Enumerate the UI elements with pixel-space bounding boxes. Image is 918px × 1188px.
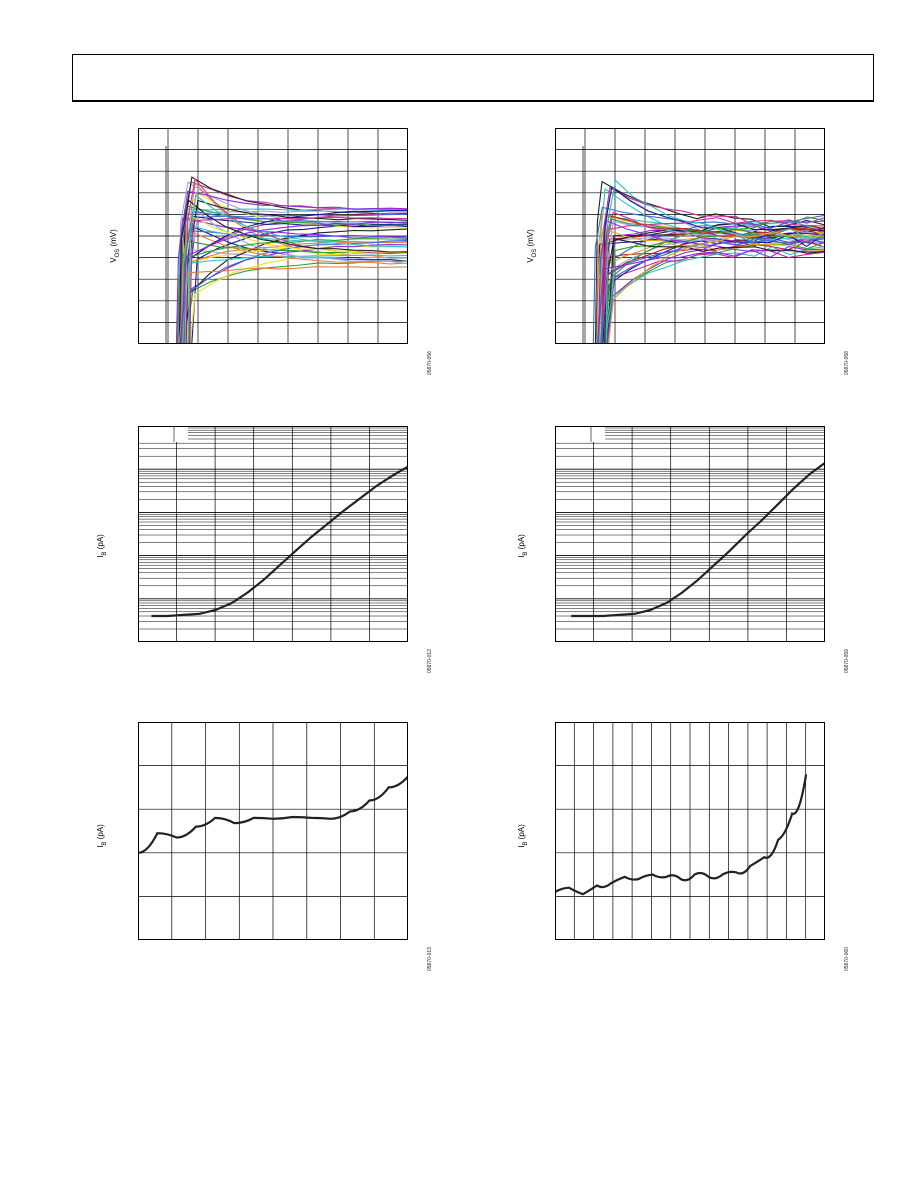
figure-id-ib-temp-right: 05870-059	[844, 649, 850, 673]
vos-series-line	[182, 176, 408, 344]
vos-series-line	[178, 239, 408, 344]
vos-series-line	[603, 227, 825, 344]
vos-series-line	[184, 215, 408, 344]
ib-vcm-line	[555, 774, 808, 896]
vos-series-line	[181, 248, 408, 344]
plot-frame	[555, 426, 825, 642]
vos-series-line	[187, 194, 408, 344]
vos-series-line	[595, 246, 825, 344]
plot-frame	[555, 128, 825, 344]
vos-series-line	[601, 187, 825, 344]
plot-background	[555, 426, 825, 642]
vos-series-line	[602, 245, 825, 344]
vos-series-line	[179, 190, 408, 344]
vos-chart-left	[138, 128, 408, 344]
vos-series-line	[177, 266, 408, 344]
figure-id-ib-vcm-left: 05870-013	[427, 947, 433, 971]
ylabel-vos-right: VOS (mV)	[526, 229, 538, 263]
vos-series-line	[594, 180, 825, 344]
vos-series-line	[181, 245, 408, 344]
vos-series-line	[595, 249, 825, 344]
figure-id-vos-right: 05870-058	[844, 351, 850, 375]
page-header-box	[72, 54, 874, 102]
ib-temperature-chart-left	[138, 426, 408, 642]
vos-series-line	[605, 237, 825, 344]
figure-id-vos-left: 05870-056	[427, 351, 433, 375]
plot-frame	[138, 722, 408, 940]
vos-series-line	[186, 216, 408, 344]
vos-series-line	[604, 235, 825, 344]
legend-box	[138, 426, 188, 442]
ib-temperature-chart-right	[555, 426, 825, 642]
figure-id-ib-temp-left: 05870-012	[427, 649, 433, 673]
ylabel-ib-vcm-right: IB (pA)	[517, 824, 529, 848]
ib-vcm-line	[138, 775, 408, 854]
plot-frame	[555, 722, 825, 940]
vos-series-line	[178, 199, 408, 344]
vos-series-line	[605, 179, 825, 344]
plot-frame	[138, 426, 408, 642]
plot-frame	[138, 128, 408, 344]
vos-series-line	[601, 214, 825, 344]
vos-series-line	[188, 211, 408, 344]
ylabel-ib-temp-right: IB (pA)	[517, 534, 529, 558]
vos-series-line	[178, 221, 408, 344]
figure-id-ib-vcm-right: 05870-060	[844, 947, 850, 971]
vos-series-line	[599, 236, 825, 344]
vos-series-line	[599, 217, 825, 344]
vos-series-line	[185, 215, 408, 344]
vos-series-line	[600, 218, 825, 344]
vos-series-line	[602, 186, 825, 344]
ib-vcm-chart-left	[138, 722, 408, 940]
vos-series-line	[604, 238, 825, 344]
ylabel-ib-vcm-left: IB (pA)	[96, 824, 108, 848]
ib-vcm-chart-right	[555, 722, 825, 940]
legend-box	[555, 426, 605, 442]
vos-series-line	[606, 231, 825, 344]
ylabel-vos-left: VOS (mV)	[109, 229, 121, 263]
vos-chart-right	[555, 128, 825, 344]
vos-series-line	[183, 210, 408, 344]
ib-temperature-line	[151, 465, 408, 618]
ib-temperature-line	[571, 462, 825, 618]
plot-background	[138, 426, 408, 642]
vos-series-line	[185, 177, 408, 344]
ylabel-ib-temp-left: IB (pA)	[96, 534, 108, 558]
